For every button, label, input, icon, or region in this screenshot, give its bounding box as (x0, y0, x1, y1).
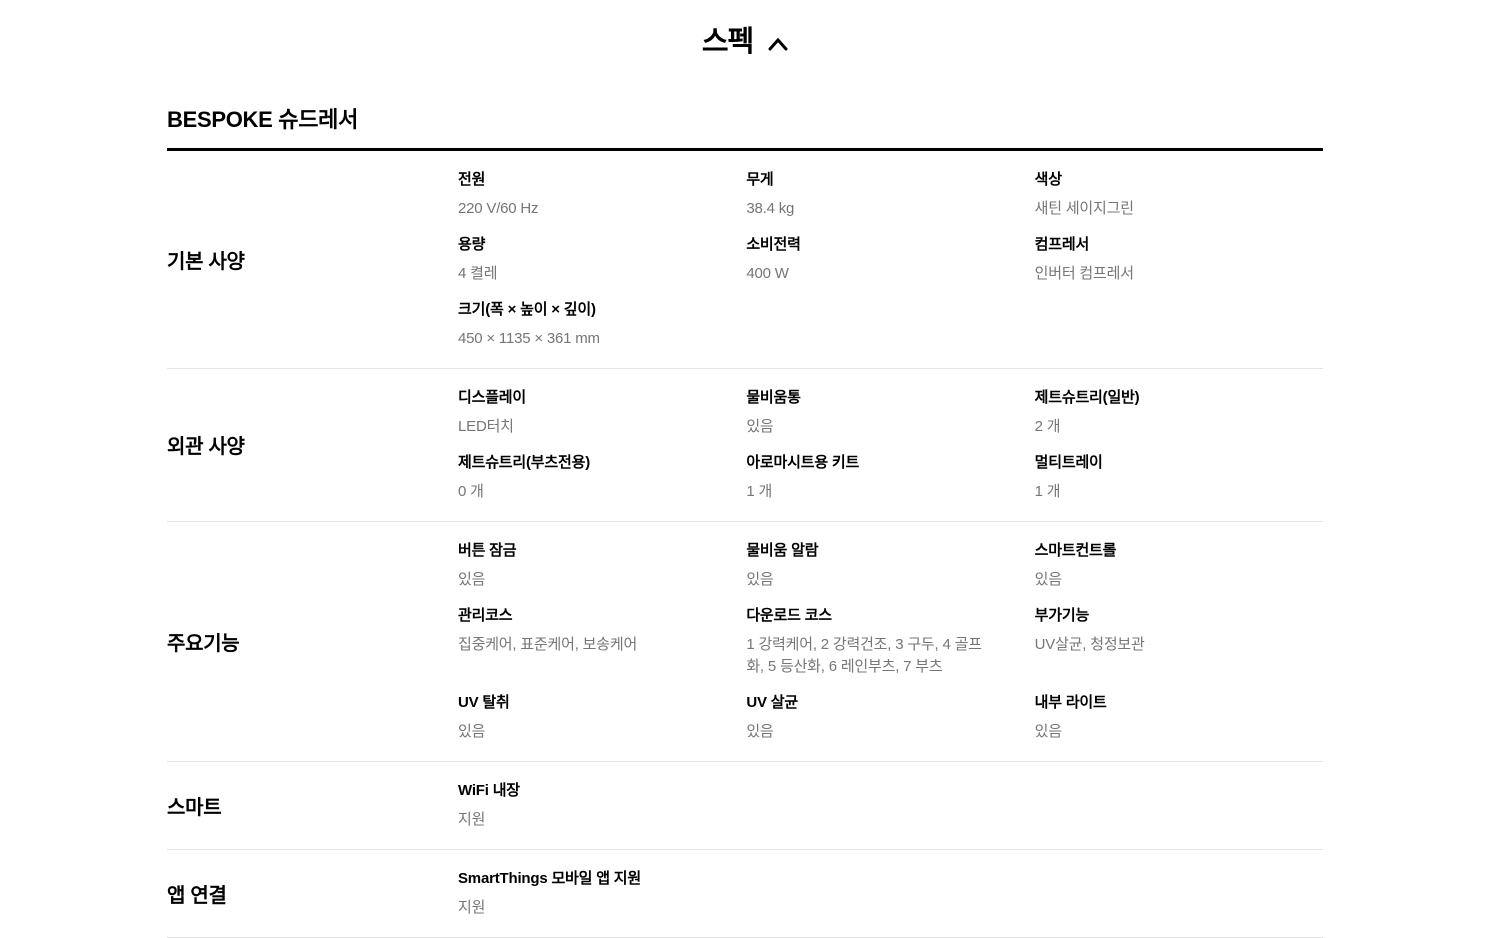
spec-item-label: 다운로드 코스 (746, 606, 832, 624)
spec-content: BESPOKE 슈드레서 기본 사양 전원 220 V/60 Hz 무게 38.… (167, 102, 1323, 938)
spec-section-items: 디스플레이 LED터치 물비움통 있음 제트슈트리(일반) 2 개 제트슈트리(… (458, 369, 1323, 521)
spec-item-label: UV 살균 (746, 693, 798, 711)
chevron-up-icon (768, 37, 788, 51)
spec-item-label: 디스플레이 (458, 388, 527, 406)
spec-item-value: 1 개 (1034, 482, 1061, 500)
spec-item-label: 관리코스 (458, 606, 513, 624)
spec-item-value: UV살균, 청정보관 (1034, 635, 1145, 653)
spec-item: SmartThings 모바일 앱 지원 지원 (458, 868, 746, 919)
spec-item-label: 제트슈트리(일반) (1034, 388, 1140, 406)
spec-section-label: 기본 사양 (167, 250, 245, 273)
spec-item-label: 색상 (1034, 170, 1062, 188)
spec-item: UV 탈취 있음 (458, 692, 746, 743)
spec-section-label: 외관 사양 (167, 436, 245, 459)
spec-item: 다운로드 코스 1 강력케어, 2 강력건조, 3 구두, 4 골프화, 5 등… (746, 605, 1034, 678)
spec-item-label: 용량 (458, 235, 486, 253)
spec-item-value: 있음 (746, 570, 774, 588)
spec-item-value: 2 개 (1034, 417, 1061, 435)
spec-item-label: UV 탈취 (458, 693, 510, 711)
spec-item: 관리코스 집중케어, 표준케어, 보송케어 (458, 605, 746, 656)
spec-item-label: 컴프레서 (1034, 235, 1090, 253)
spec-section-label: 앱 연결 (167, 884, 227, 907)
spec-item: 소비전력 400 W (746, 234, 1034, 285)
spec-section: 앱 연결 SmartThings 모바일 앱 지원 지원 (167, 850, 1323, 938)
spec-item-label: 무게 (746, 170, 774, 188)
spec-item: WiFi 내장 지원 (458, 780, 746, 831)
spec-item-value: 400 W (746, 264, 789, 282)
spec-item-label: 물비움 알람 (746, 541, 819, 559)
spec-table: 기본 사양 전원 220 V/60 Hz 무게 38.4 kg 색상 새틴 세이… (167, 151, 1323, 938)
spec-item-value: 새틴 세이지그린 (1034, 199, 1134, 217)
spec-item: 색상 새틴 세이지그린 (1035, 169, 1323, 220)
spec-section-items: 전원 220 V/60 Hz 무게 38.4 kg 색상 새틴 세이지그린 용량… (458, 151, 1323, 368)
spec-item: 무게 38.4 kg (746, 169, 1034, 220)
spec-item: 물비움 알람 있음 (746, 540, 1034, 591)
spec-item-label: 전원 (458, 170, 486, 188)
spec-item-label: 부가기능 (1034, 606, 1090, 624)
spec-item: 부가기능 UV살균, 청정보관 (1035, 605, 1323, 656)
spec-section-items: SmartThings 모바일 앱 지원 지원 (458, 850, 1323, 937)
spec-item-value: 지원 (458, 810, 486, 828)
spec-item-value: 있음 (458, 570, 486, 588)
spec-item-label: 내부 라이트 (1034, 693, 1107, 711)
spec-section: 외관 사양 디스플레이 LED터치 물비움통 있음 제트슈트리(일반) 2 개 … (167, 369, 1323, 522)
spec-item-value: 38.4 kg (746, 199, 795, 217)
spec-accordion-toggle[interactable]: 스펙 (0, 0, 1490, 60)
spec-section: 스마트 WiFi 내장 지원 (167, 762, 1323, 850)
spec-section: 기본 사양 전원 220 V/60 Hz 무게 38.4 kg 색상 새틴 세이… (167, 151, 1323, 369)
spec-item: UV 살균 있음 (746, 692, 1034, 743)
spec-item-value: 있음 (1034, 722, 1062, 740)
spec-item-label: 아로마시트용 키트 (746, 453, 860, 471)
spec-item: 전원 220 V/60 Hz (458, 169, 746, 220)
spec-item: 내부 라이트 있음 (1035, 692, 1323, 743)
spec-item-value: 0 개 (458, 482, 484, 500)
spec-item-value: 4 켤레 (458, 264, 498, 282)
spec-item: 제트슈트리(일반) 2 개 (1035, 387, 1323, 438)
spec-section-items: 버튼 잠금 있음 물비움 알람 있음 스마트컨트롤 있음 관리코스 집중케어, … (458, 522, 1323, 761)
spec-section-items: WiFi 내장 지원 (458, 762, 1323, 849)
spec-item-value: 220 V/60 Hz (458, 199, 539, 217)
spec-section: 주요기능 버튼 잠금 있음 물비움 알람 있음 스마트컨트롤 있음 관리코스 집… (167, 522, 1323, 762)
spec-section-label: 스마트 (167, 796, 222, 819)
spec-item: 버튼 잠금 있음 (458, 540, 746, 591)
spec-item-label: 버튼 잠금 (458, 541, 517, 559)
spec-item-value: 있음 (746, 417, 774, 435)
spec-item-label: SmartThings 모바일 앱 지원 (458, 869, 641, 887)
spec-item-value: 450 × 1135 × 361 mm (458, 329, 600, 347)
spec-item-value: 있음 (1034, 570, 1062, 588)
spec-item-label: 소비전력 (746, 235, 801, 253)
spec-item-label: 크기(폭 × 높이 × 깊이) (458, 300, 596, 318)
spec-item-value: 있음 (458, 722, 486, 740)
spec-section-label: 주요기능 (167, 632, 240, 655)
spec-item-label: 제트슈트리(부츠전용) (458, 453, 590, 471)
spec-item-label: 멀티트레이 (1034, 453, 1103, 471)
spec-item-label: 스마트컨트롤 (1034, 541, 1117, 559)
spec-item: 스마트컨트롤 있음 (1035, 540, 1323, 591)
spec-item: 제트슈트리(부츠전용) 0 개 (458, 452, 746, 503)
spec-item-value: 인버터 컴프레서 (1034, 264, 1134, 282)
spec-item: 크기(폭 × 높이 × 깊이) 450 × 1135 × 361 mm (458, 299, 746, 350)
spec-item: 컴프레서 인버터 컴프레서 (1035, 234, 1323, 285)
spec-title: 스펙 (701, 26, 754, 58)
spec-item-value: 1 강력케어, 2 강력건조, 3 구두, 4 골프화, 5 등산화, 6 레인… (746, 635, 982, 675)
spec-item: 아로마시트용 키트 1 개 (746, 452, 1034, 503)
spec-item: 멀티트레이 1 개 (1035, 452, 1323, 503)
spec-item-value: 1 개 (746, 482, 773, 500)
spec-item: 물비움통 있음 (746, 387, 1034, 438)
spec-item: 디스플레이 LED터치 (458, 387, 746, 438)
spec-item-label: WiFi 내장 (458, 781, 520, 799)
spec-item-value: 있음 (746, 722, 774, 740)
product-title: BESPOKE 슈드레서 (167, 102, 1323, 151)
spec-item: 용량 4 켤레 (458, 234, 746, 285)
spec-item-value: 집중케어, 표준케어, 보송케어 (458, 635, 638, 653)
spec-item-label: 물비움통 (746, 388, 801, 406)
spec-item-value: LED터치 (458, 417, 514, 435)
spec-item-value: 지원 (458, 898, 486, 916)
